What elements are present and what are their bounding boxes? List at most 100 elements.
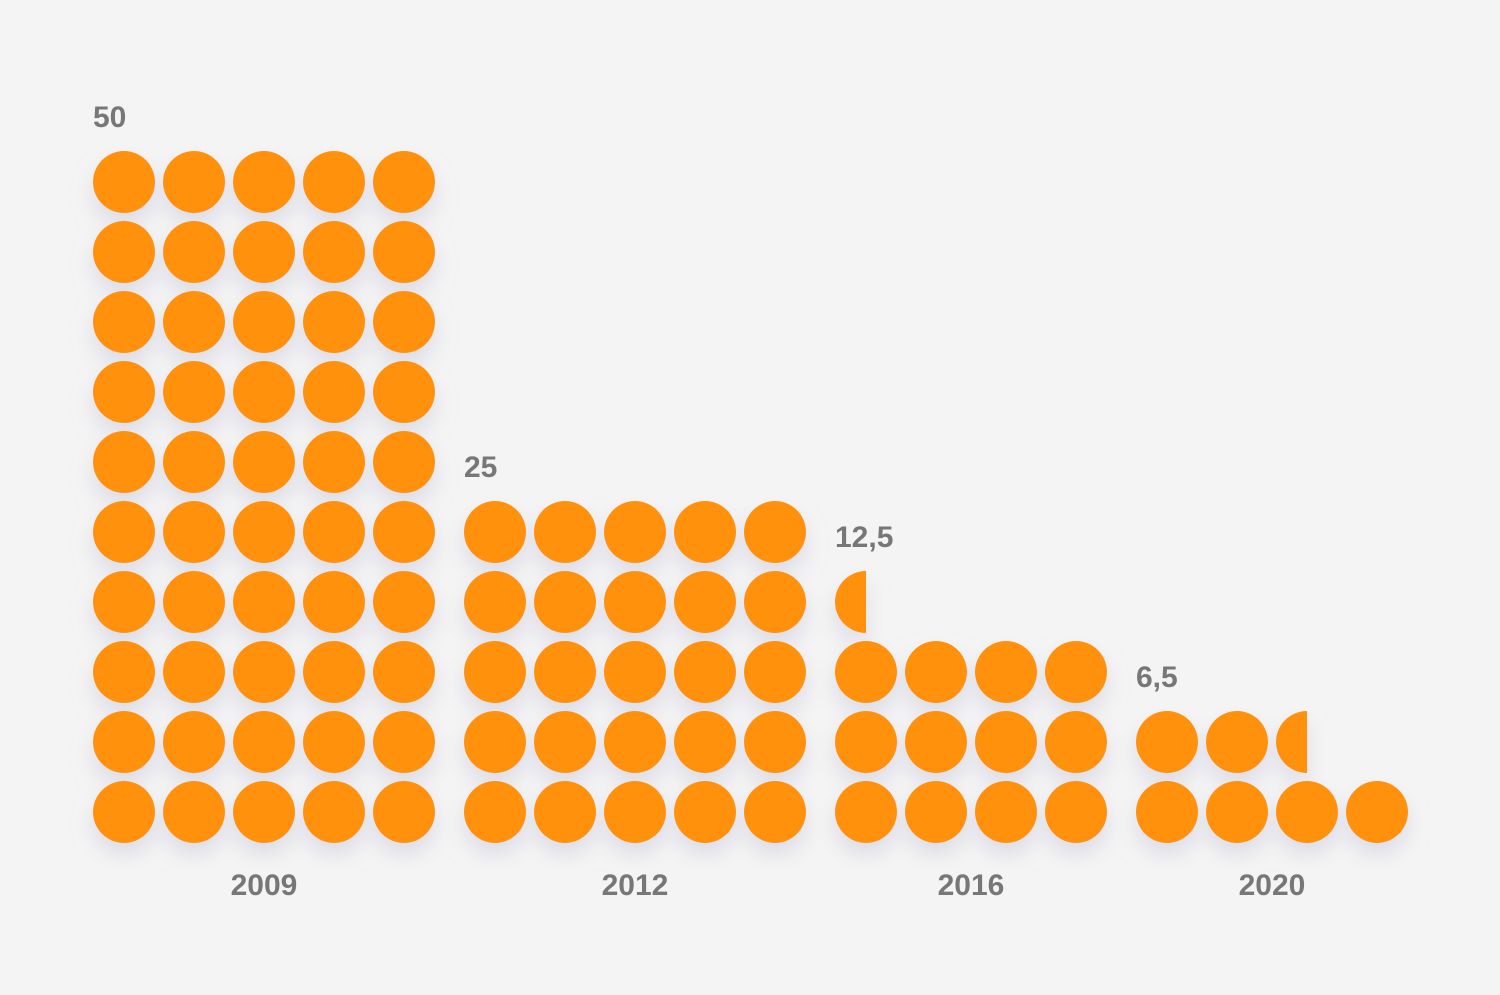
dot-2009-45 (373, 221, 435, 283)
dot-2016-2 (905, 781, 967, 843)
dot-2009-18 (233, 571, 295, 633)
dot-2009-36 (93, 291, 155, 353)
dot-2009-11 (93, 641, 155, 703)
dot-2020-6 (1206, 711, 1268, 773)
dot-2012-20 (744, 571, 806, 633)
dot-2012-2 (534, 781, 596, 843)
dot-2016-10 (905, 641, 967, 703)
dot-2009-12 (163, 641, 225, 703)
dot-2020-3 (1276, 781, 1338, 843)
dot-2009-47 (163, 151, 225, 213)
dot-2020-5 (1136, 711, 1198, 773)
dot-2009-48 (233, 151, 295, 213)
value-label-2009: 50 (93, 101, 126, 134)
dot-2009-13 (233, 641, 295, 703)
dot-2009-24 (303, 501, 365, 563)
dot-2009-4 (303, 781, 365, 843)
dot-2012-13 (604, 641, 666, 703)
dot-2009-40 (373, 291, 435, 353)
dot-2009-30 (373, 431, 435, 493)
dot-2012-9 (674, 711, 736, 773)
dot-2012-3 (604, 781, 666, 843)
dot-2016-3 (975, 781, 1037, 843)
value-label-2020: 6,5 (1136, 661, 1178, 694)
dot-2012-12 (534, 641, 596, 703)
dot-2009-20 (373, 571, 435, 633)
dot-2012-14 (674, 641, 736, 703)
dot-2016-12 (1045, 641, 1107, 703)
dot-2009-3 (233, 781, 295, 843)
dot-2009-43 (233, 221, 295, 283)
dot-2009-34 (303, 361, 365, 423)
category-label-2016: 2016 (938, 869, 1005, 902)
dot-2009-31 (93, 361, 155, 423)
category-label-2020: 2020 (1239, 869, 1306, 902)
dot-2009-7 (163, 711, 225, 773)
dot-2016-4 (1045, 781, 1107, 843)
dot-2009-10 (373, 711, 435, 773)
dot-2009-23 (233, 501, 295, 563)
dot-2012-15 (744, 641, 806, 703)
value-label-2012: 25 (464, 451, 497, 484)
dot-2020-1 (1136, 781, 1198, 843)
dot-2009-46 (93, 151, 155, 213)
dot-2009-1 (93, 781, 155, 843)
dot-2009-41 (93, 221, 155, 283)
dot-2009-22 (163, 501, 225, 563)
dot-2009-33 (233, 361, 295, 423)
dot-2009-39 (303, 291, 365, 353)
dot-2009-37 (163, 291, 225, 353)
dot-2009-9 (303, 711, 365, 773)
category-label-2012: 2012 (602, 869, 669, 902)
dot-2012-10 (744, 711, 806, 773)
dot-2016-6 (905, 711, 967, 773)
dot-2016-partial (835, 571, 866, 633)
value-label-2016: 12,5 (835, 521, 893, 554)
dot-2009-29 (303, 431, 365, 493)
dot-2020-2 (1206, 781, 1268, 843)
dot-2009-2 (163, 781, 225, 843)
dot-2012-22 (534, 501, 596, 563)
dot-2016-7 (975, 711, 1037, 773)
dot-2009-19 (303, 571, 365, 633)
dot-2012-19 (674, 571, 736, 633)
dot-2009-26 (93, 431, 155, 493)
dot-2012-7 (534, 711, 596, 773)
dot-2009-14 (303, 641, 365, 703)
dot-2016-5 (835, 711, 897, 773)
dot-2009-6 (93, 711, 155, 773)
dot-2020-4 (1346, 781, 1408, 843)
dot-2012-24 (674, 501, 736, 563)
dot-2009-35 (373, 361, 435, 423)
dot-2009-21 (93, 501, 155, 563)
dot-2020-partial (1276, 711, 1307, 773)
dot-2009-25 (373, 501, 435, 563)
labels-layer: 50 2009 25 2012 12,5 2016 6,5 2020 (93, 101, 1305, 902)
dot-2012-6 (464, 711, 526, 773)
dot-2012-25 (744, 501, 806, 563)
dot-2016-11 (975, 641, 1037, 703)
dot-2009-42 (163, 221, 225, 283)
dot-2012-17 (534, 571, 596, 633)
dot-2009-50 (373, 151, 435, 213)
dot-2012-8 (604, 711, 666, 773)
dot-2009-16 (93, 571, 155, 633)
dot-2016-9 (835, 641, 897, 703)
dot-2012-11 (464, 641, 526, 703)
dot-2012-18 (604, 571, 666, 633)
category-label-2009: 2009 (231, 869, 298, 902)
dot-2012-4 (674, 781, 736, 843)
dots-layer (93, 151, 1408, 843)
dot-2012-21 (464, 501, 526, 563)
dot-2012-16 (464, 571, 526, 633)
dot-2012-23 (604, 501, 666, 563)
dot-2012-1 (464, 781, 526, 843)
dot-2009-17 (163, 571, 225, 633)
dot-2009-38 (233, 291, 295, 353)
dot-2009-49 (303, 151, 365, 213)
dot-2012-5 (744, 781, 806, 843)
dot-2009-8 (233, 711, 295, 773)
dot-2016-8 (1045, 711, 1107, 773)
